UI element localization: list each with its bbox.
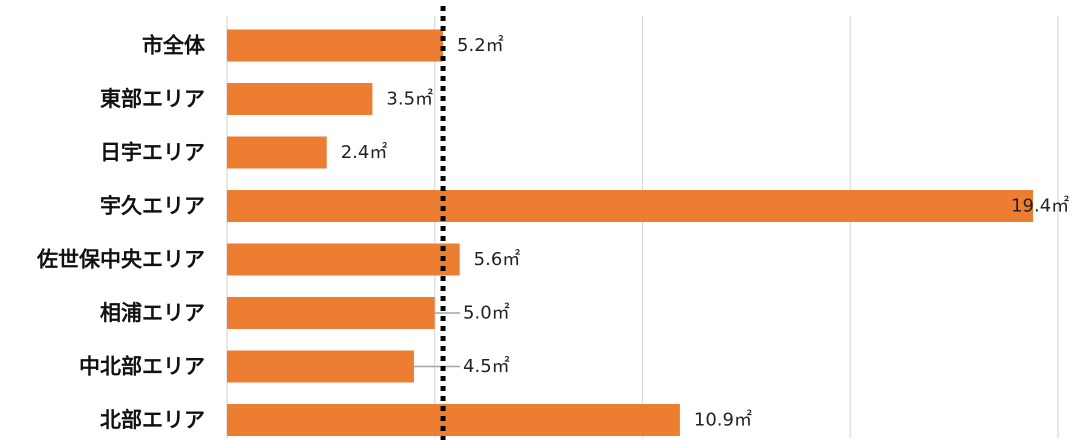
category-label: 東部エリア — [100, 87, 205, 111]
category-label: 市全体 — [142, 34, 206, 58]
category-label: 北部エリア — [100, 408, 205, 432]
bar — [227, 243, 460, 276]
leader-lines — [413, 312, 461, 368]
category-label: 日宇エリア — [100, 141, 205, 165]
data-label: 4.5㎡ — [463, 355, 510, 377]
data-label: 5.6㎡ — [474, 248, 521, 270]
bars — [227, 29, 1034, 436]
category-labels: 市全体東部エリア日宇エリア宇久エリア佐世保中央エリア相浦エリア中北部エリア北部エ… — [36, 34, 206, 433]
bar — [227, 297, 435, 329]
data-label: 10.9㎡ — [694, 409, 752, 431]
bar — [227, 404, 680, 436]
bar — [227, 29, 444, 62]
bar — [227, 350, 414, 383]
data-label: 3.5㎡ — [386, 88, 433, 110]
category-label: 相浦エリア — [100, 301, 205, 325]
value-labels: 5.2㎡ 3.5㎡ 2.4㎡ 19.4㎡ 5.6㎡ 5.0㎡ 4.5㎡ 10.9㎡ — [341, 34, 1069, 431]
bar — [227, 136, 327, 169]
category-label: 中北部エリア — [79, 355, 205, 379]
category-label: 宇久エリア — [100, 194, 205, 218]
data-label: 5.0㎡ — [463, 302, 510, 324]
category-label: 佐世保中央エリア — [36, 248, 205, 272]
data-label: 2.4㎡ — [341, 141, 388, 163]
bar — [227, 83, 373, 115]
bar — [227, 190, 1034, 222]
data-label: 5.2㎡ — [457, 34, 504, 56]
data-label: 19.4㎡ — [1011, 195, 1069, 217]
